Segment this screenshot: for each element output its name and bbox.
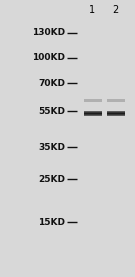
Text: 2: 2 [112,5,119,15]
Text: 100KD: 100KD [33,53,65,62]
Bar [107,115,125,116]
Bar [84,112,102,113]
Text: 1: 1 [89,5,96,15]
Text: 25KD: 25KD [38,175,65,184]
Bar [84,114,102,115]
Text: 70KD: 70KD [38,79,65,88]
Bar [84,99,102,101]
Text: 15KD: 15KD [38,218,65,227]
Text: 130KD: 130KD [32,28,65,37]
Text: 55KD: 55KD [38,107,65,116]
Bar [84,111,102,112]
Bar [107,99,125,101]
Bar [107,112,125,113]
Text: 35KD: 35KD [38,143,65,152]
Bar [107,114,125,115]
Bar [107,111,125,112]
Bar [84,115,102,116]
Bar [107,113,125,114]
Bar [84,113,102,114]
